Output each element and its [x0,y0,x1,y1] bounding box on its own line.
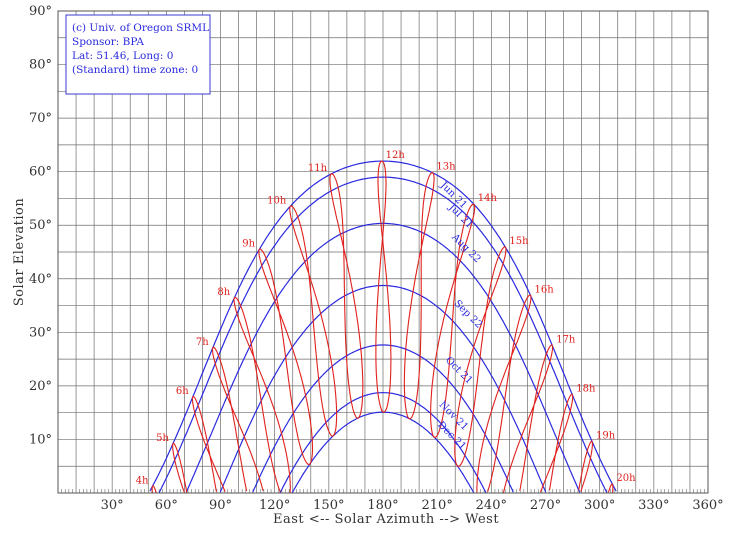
date-curve [252,344,514,493]
hour-curve [375,160,392,413]
hour-label: 8h [217,287,230,298]
hour-curve [403,172,435,420]
hour-label: 6h [176,386,189,397]
y-tick-label: 20° [29,379,52,394]
hour-label: 20h [616,473,636,484]
hour-label: 17h [556,334,576,345]
x-tick-label: 60° [155,498,178,513]
hour-label: 12h [386,150,406,161]
hour-curve [430,203,476,438]
hour-label: 16h [535,284,555,295]
hour-curve [476,294,532,493]
tick-labels: 30° 60° 90° 120° 150° 180° 210° 240° 270° 300° 330… [29,4,724,513]
hour-curves [151,160,614,494]
x-axis-title: East <-- Solar Azimuth --> West [273,512,499,527]
hour-label: 19h [596,431,616,442]
plot-frame [57,10,709,494]
grid [57,10,709,494]
hour-label: 11h [308,163,328,174]
hour-label: 13h [436,162,456,173]
x-tick-label: 90° [209,498,232,513]
x-tick-label: 120° [259,498,290,513]
info-line-3: Lat: 51.46, Long: 0 [72,50,173,62]
hour-label: 18h [576,384,596,395]
y-tick-label: 40° [29,272,52,287]
hour-curve [211,346,264,492]
hour-curve [151,485,157,494]
hour-label: 7h [196,337,209,348]
x-tick-label: 240° [476,498,507,513]
info-line-2: Sponsor: BPA [72,36,144,48]
info-box: (c) Univ. of Oregon SRML Sponsor: BPA La… [65,14,211,95]
y-tick-label: 80° [29,58,52,73]
hour-label: 9h [242,239,255,250]
hour-curve [289,205,338,437]
hour-curve [329,173,364,419]
y-tick-label: 30° [29,325,52,340]
hour-label: 5h [156,433,169,444]
info-line-1: (c) Univ. of Oregon SRML [72,22,209,34]
y-tick-label: 70° [29,111,52,126]
hour-curve [578,440,593,492]
hour-curve [502,344,554,494]
date-curve [158,176,608,493]
hour-curve [258,248,314,466]
date-curve [219,284,547,493]
x-tick-label: 180° [367,498,398,513]
x-tick-label: 360° [692,498,723,513]
hour-label: 4h [136,475,149,486]
hour-label: 10h [267,195,287,206]
y-axis-title: Solar Elevation [12,198,27,307]
x-tick-label: 30° [101,498,124,513]
date-curve [185,222,581,493]
info-line-4: (Standard) time zone: 0 [72,64,198,76]
hour-curve [607,483,614,493]
y-tick-label: 60° [29,165,52,180]
hour-label: 14h [478,193,498,204]
x-tick-label: 300° [584,498,615,513]
hour-label: 15h [509,236,529,247]
y-tick-label: 50° [29,218,52,233]
hour-curve [539,393,574,493]
x-tick-label: 210° [422,498,453,513]
x-tick-label: 270° [530,498,561,513]
hour-curve [233,296,291,493]
y-tick-label: 90° [29,4,52,19]
x-tick-label: 150° [313,498,344,513]
hour-curve [191,395,226,492]
x-tick-label: 330° [638,498,669,513]
y-tick-label: 10° [29,432,52,447]
hour-curve [454,246,507,467]
hour-curve [172,442,188,493]
